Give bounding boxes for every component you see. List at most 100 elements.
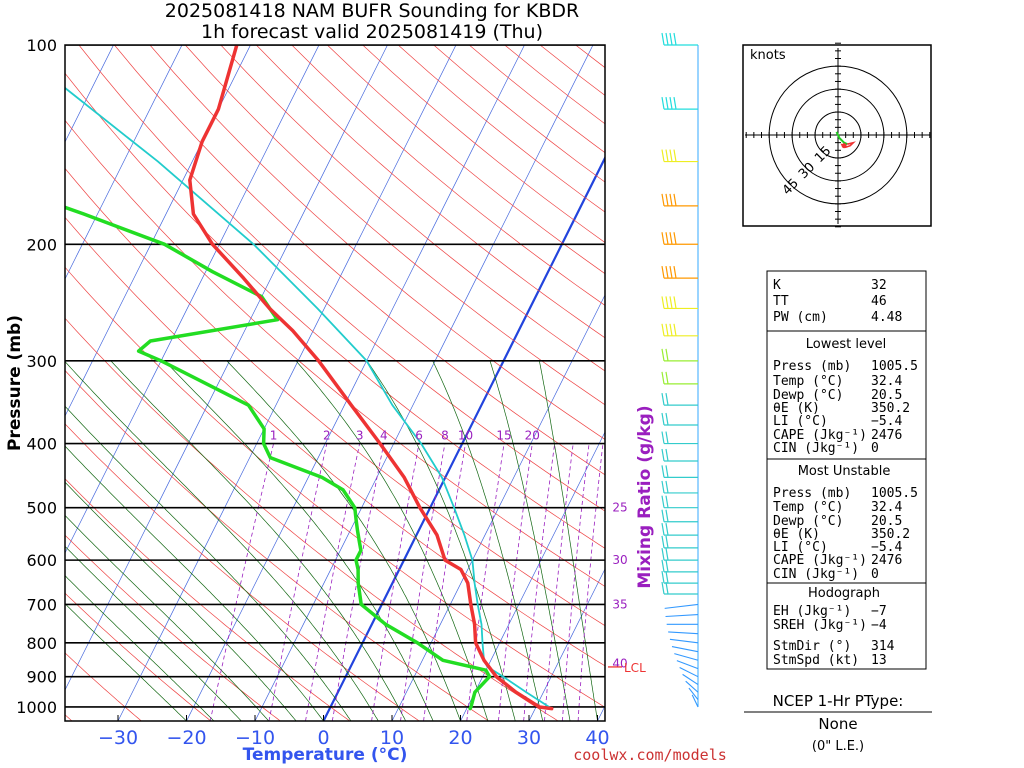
- low-cin-label: CIN (Jkg⁻¹): [773, 441, 859, 456]
- wind-barb: [676, 660, 699, 670]
- wind-barb-flag: [665, 296, 669, 309]
- dry-adiabat-line: [185, 45, 605, 406]
- footer-site: coolwx.com/models: [573, 746, 727, 764]
- mixing-ratio-tick-label: 20: [525, 429, 540, 443]
- wind-barb: [661, 480, 698, 494]
- wind-barb-staff: [679, 667, 699, 678]
- mu-dewp-label: Dewp (°C): [773, 514, 843, 529]
- temp-tick-label: −30: [98, 727, 138, 749]
- wind-barb-flag: [673, 232, 677, 245]
- mixing-ratio-tick-label: 35: [612, 597, 627, 611]
- mixing-ratio-line: [209, 443, 274, 721]
- mixing-ratio-tick-label: 6: [415, 429, 423, 443]
- dry-adiabat-line: [0, 45, 3, 721]
- low-thetae-value: 350.2: [871, 401, 910, 416]
- mixing-ratio-tick-label: 4: [380, 429, 388, 443]
- moist-adiabat-line: [110, 360, 407, 721]
- wind-barb: [665, 613, 699, 618]
- mixing-ratio-line: [400, 443, 446, 721]
- wind-barb-flag: [661, 149, 665, 162]
- wind-barb: [661, 523, 698, 536]
- dry-adiabat-line: [65, 266, 605, 708]
- wind-barb-flag: [661, 571, 665, 584]
- wind-barb-flag: [669, 32, 673, 46]
- wind-barb-flag: [665, 232, 669, 245]
- wind-barb-flag: [673, 296, 677, 309]
- mixing-ratio-line: [544, 443, 574, 721]
- low-press-label: Press (mb): [773, 359, 851, 374]
- dry-adiabat-line: [433, 45, 605, 183]
- moist-adiabat-line: [65, 360, 379, 721]
- wind-barb-flag: [661, 431, 665, 444]
- mixing-ratio-line: [371, 443, 420, 721]
- mixing-ratio-tick-label: 10: [458, 429, 473, 443]
- wind-barb-flag: [661, 548, 665, 561]
- wind-barb-flag: [661, 371, 665, 384]
- wind-barb: [661, 97, 698, 110]
- wind-barb-staff: [665, 613, 699, 618]
- lowest-level-rows: Press (mb) 1005.5 Temp (°C) 32.4 Dewp (°…: [773, 359, 918, 456]
- freezing-isotherm: [322, 155, 605, 721]
- low-thetae-label: θE (K): [773, 401, 820, 416]
- wind-barb-flag: [661, 266, 665, 279]
- dry-adiabat-line: [65, 652, 142, 721]
- chart-title-line2: 1h forecast valid 2025081419 (Thu): [201, 21, 543, 43]
- wind-barb: [661, 348, 698, 362]
- dry-adiabat-line: [65, 592, 212, 721]
- wind-barb: [668, 631, 699, 635]
- temp-tick-label: 40: [585, 727, 609, 749]
- wind-barb-flag: [665, 371, 669, 384]
- wind-barb-flag: [665, 193, 669, 206]
- wind-barb: [661, 412, 698, 426]
- wind-barb-flag: [669, 193, 673, 206]
- lcl-label: LCL: [624, 661, 646, 675]
- mu-thetae-label: θE (K): [773, 527, 820, 542]
- hodograph-storm-motion: [841, 143, 847, 149]
- dewpoint-trace: [65, 205, 492, 711]
- wind-barb-flag: [661, 559, 665, 572]
- wind-barb-flag: [665, 448, 669, 462]
- mixing-ratio-line: [577, 443, 604, 721]
- stat-tt-label: TT: [773, 294, 789, 309]
- wind-barb: [661, 296, 698, 310]
- mixing-ratio-line: [268, 443, 328, 721]
- isotherm-line: [65, 45, 251, 417]
- ptype-value: None: [818, 715, 857, 733]
- pressure-tick-label: 200: [26, 235, 57, 254]
- wind-barb-flag: [661, 480, 665, 494]
- wind-barb: [679, 667, 699, 678]
- pressure-tick-label: 700: [26, 595, 57, 614]
- wind-barb: [661, 371, 698, 385]
- wind-barb: [661, 509, 698, 523]
- mu-press-label: Press (mb): [773, 486, 851, 501]
- wind-barb-flag: [661, 535, 665, 548]
- most-unstable-rows: Press (mb) 1005.5 Temp (°C) 32.4 Dewp (°…: [773, 486, 918, 582]
- low-dewp-value: 20.5: [871, 388, 902, 403]
- wind-barb: [661, 548, 698, 561]
- moist-adiabat-line: [65, 405, 352, 721]
- mu-cape-value: 2476: [871, 553, 902, 568]
- wind-barb-flag: [661, 32, 665, 46]
- mixing-ratio-tick-label: 1: [270, 429, 278, 443]
- wind-barb-flag: [669, 296, 673, 309]
- pressure-tick-label: 900: [26, 668, 57, 687]
- dry-adiabat-line: [220, 45, 605, 372]
- wind-barb-flag: [665, 559, 669, 572]
- wind-barb: [661, 559, 698, 573]
- isotherm-line: [65, 45, 388, 691]
- pressure-tick-label: 1000: [16, 698, 57, 717]
- mixing-ratio-tick-label: 30: [612, 553, 627, 567]
- stmspd-value: 13: [871, 653, 887, 668]
- skewt-grid: [0, 45, 605, 721]
- moist-adiabat-line: [65, 514, 269, 721]
- isotherm-line: [391, 294, 605, 721]
- stmdir-label: StmDir (°): [773, 639, 851, 654]
- pressure-tick-label: 100: [26, 36, 57, 55]
- wind-barb-flag: [665, 266, 669, 279]
- wind-barb-flag: [665, 348, 669, 361]
- dry-adiabat-line: [65, 216, 605, 667]
- mu-cin-value: 0: [871, 567, 879, 582]
- mu-dewp-value: 20.5: [871, 514, 902, 529]
